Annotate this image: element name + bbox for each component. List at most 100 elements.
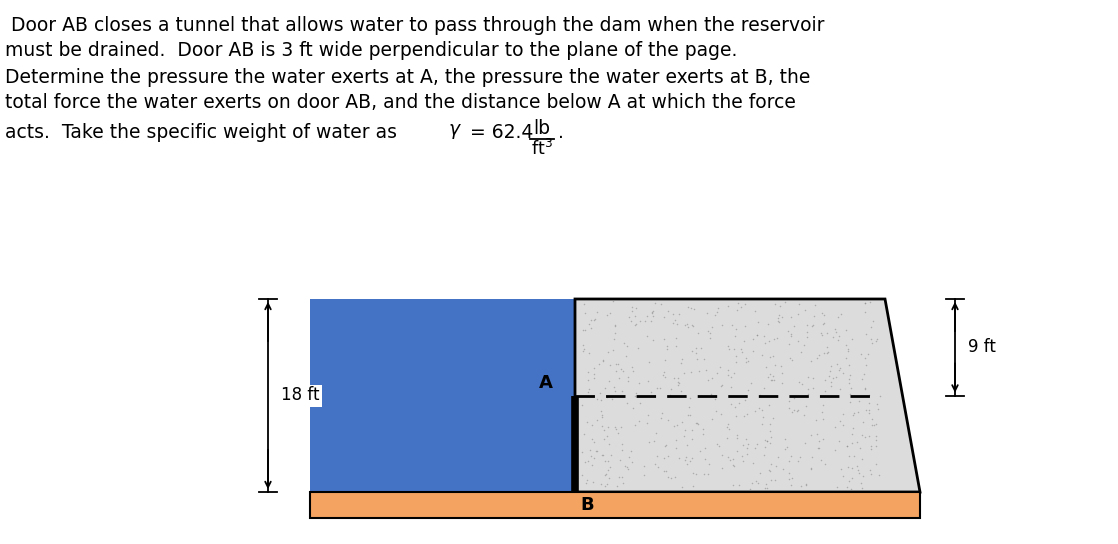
Point (856, 384, 874, 392)
Point (598, 479, 616, 488)
Point (808, 354, 826, 362)
Point (764, 352, 781, 361)
Point (871, 392, 889, 400)
Point (719, 366, 737, 375)
Point (733, 452, 751, 460)
Point (713, 321, 731, 330)
Point (805, 311, 823, 320)
Point (781, 452, 799, 460)
Point (773, 368, 790, 377)
Point (672, 358, 690, 367)
Point (799, 373, 817, 382)
Point (627, 303, 645, 312)
Point (609, 473, 627, 481)
Point (639, 377, 657, 386)
Point (751, 391, 769, 399)
Point (754, 405, 771, 414)
Point (737, 357, 755, 366)
Point (775, 465, 793, 473)
Point (821, 367, 838, 376)
Point (726, 331, 743, 340)
Point (806, 300, 824, 309)
Point (702, 390, 720, 398)
Point (730, 481, 748, 490)
Point (712, 450, 730, 459)
Point (628, 344, 646, 353)
Point (862, 444, 880, 453)
Point (700, 469, 718, 478)
Point (593, 406, 610, 415)
Point (845, 409, 863, 417)
Point (580, 349, 598, 358)
Point (861, 466, 879, 474)
Point (756, 339, 774, 348)
Point (666, 436, 684, 445)
Point (853, 483, 871, 492)
Text: lb: lb (533, 119, 550, 138)
Point (860, 398, 878, 407)
Point (599, 456, 617, 465)
Point (686, 418, 704, 427)
Point (585, 453, 603, 462)
Point (726, 344, 743, 353)
Point (858, 405, 875, 414)
Point (813, 308, 831, 317)
Point (764, 372, 781, 380)
Point (697, 455, 714, 463)
Point (745, 459, 762, 468)
Point (828, 312, 846, 321)
Point (596, 426, 614, 435)
Point (838, 442, 856, 450)
Point (695, 354, 713, 363)
Text: A: A (539, 374, 553, 393)
Point (838, 347, 856, 355)
Point (648, 463, 666, 472)
Point (844, 424, 862, 432)
Point (604, 345, 622, 354)
Point (843, 335, 861, 343)
Point (736, 396, 754, 405)
Point (655, 466, 673, 475)
Point (619, 373, 637, 382)
Point (843, 430, 861, 438)
Point (655, 454, 673, 463)
Point (604, 395, 622, 404)
Point (584, 421, 601, 430)
Point (637, 332, 655, 341)
Point (644, 307, 662, 316)
Point (803, 453, 821, 462)
Point (830, 331, 847, 340)
Point (789, 456, 807, 465)
Point (660, 307, 678, 316)
Point (643, 317, 661, 325)
Point (758, 437, 776, 446)
Point (653, 299, 671, 308)
Point (854, 471, 872, 480)
Point (779, 469, 797, 478)
Point (601, 360, 619, 369)
Point (838, 442, 856, 450)
Point (585, 316, 603, 324)
Point (781, 331, 799, 340)
Point (853, 454, 871, 463)
Point (612, 422, 629, 431)
Point (663, 385, 681, 394)
Point (721, 456, 739, 465)
Point (856, 307, 874, 316)
Point (598, 432, 616, 441)
Point (585, 438, 603, 447)
Point (576, 345, 594, 354)
Point (789, 300, 807, 308)
Point (626, 421, 644, 429)
Point (613, 473, 631, 481)
Point (638, 419, 656, 428)
Point (662, 474, 680, 483)
Point (664, 310, 682, 319)
Point (856, 354, 874, 363)
Point (626, 320, 644, 329)
Point (652, 414, 670, 423)
Point (767, 462, 785, 471)
Point (761, 466, 779, 475)
Point (688, 349, 705, 358)
Point (766, 300, 784, 308)
